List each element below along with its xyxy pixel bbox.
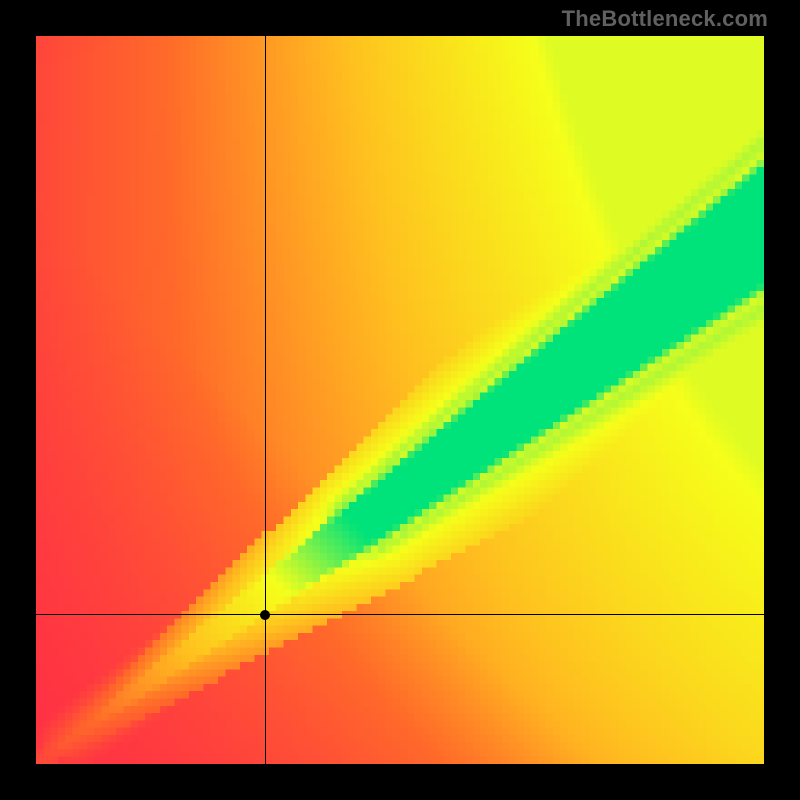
watermark-text: TheBottleneck.com [562, 6, 768, 32]
crosshair-horizontal [36, 614, 764, 615]
plot-area [36, 36, 764, 764]
crosshair-vertical [265, 36, 266, 764]
heatmap-canvas [36, 36, 764, 764]
